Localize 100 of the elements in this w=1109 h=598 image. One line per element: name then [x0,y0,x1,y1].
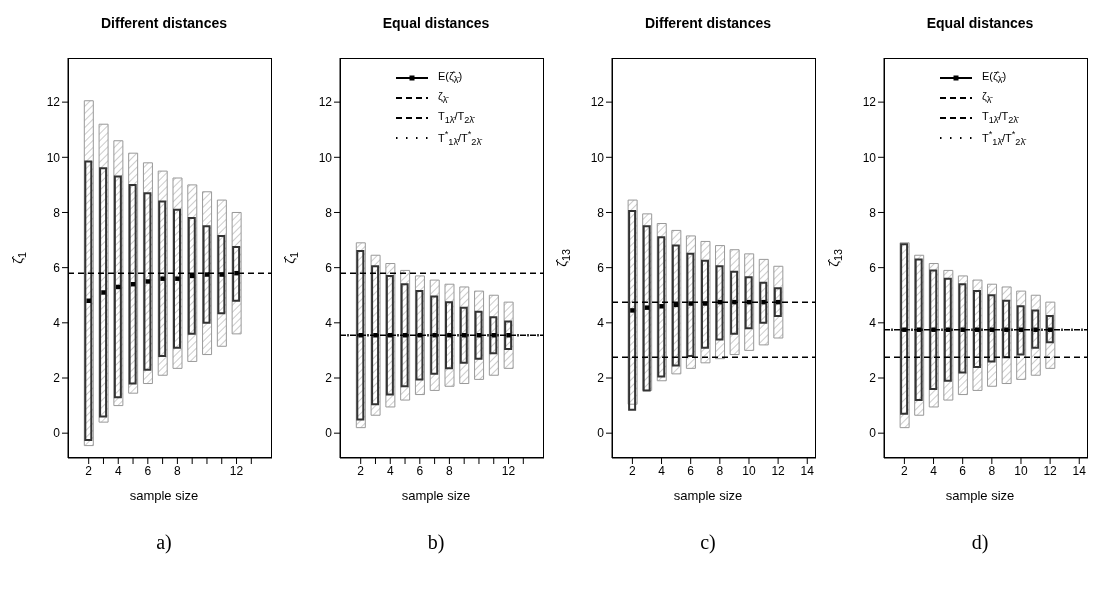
bar [143,192,152,371]
point [204,272,210,277]
y-tick-label: 4 [53,316,61,331]
bar [958,283,967,374]
x-axis-title: sample size [400,488,472,503]
bar [232,245,241,302]
bar [158,200,167,357]
y-tick-label: 12 [318,95,333,110]
text: a) [155,531,173,554]
bar [943,277,952,382]
x-tick-label: 2 [85,463,93,478]
bar [929,269,938,391]
bar [113,175,122,399]
x-tick-label: 4 [386,463,394,478]
bar [700,259,709,349]
bar [1045,314,1054,344]
legend-label: E(ζ̂$_{λ̄}$) [438,70,463,86]
bar [914,258,923,402]
legend-label: T$_{1λ̄}$/T$_{2λ̄}$ [438,110,474,126]
bar [1016,305,1025,356]
x-tick-label: 4 [930,463,938,478]
y-tick-label: 2 [597,371,605,386]
x-tick-label: 10 [1014,463,1028,478]
point [101,290,106,295]
bar [628,210,637,411]
bar [217,234,226,315]
y-tick-label: 12 [862,95,877,110]
x-axis-title: sample size [672,488,744,503]
bar [84,160,93,442]
y-tick-label: 0 [597,426,605,441]
point [145,279,151,284]
x-tick-label: 12 [1043,463,1058,478]
x-tick-label: 6 [144,463,152,478]
x-tick-label: 10 [742,463,756,478]
bar [415,290,424,381]
bar [445,301,453,370]
bar [99,167,108,418]
bar [202,225,211,324]
bar [972,290,981,368]
y-tick-label: 2 [869,371,877,386]
bar [1031,309,1040,349]
bar [715,265,724,341]
y-tick-label: 8 [597,205,605,220]
x-axis-title: sample size [944,488,1016,503]
point [234,270,239,276]
x-tick-label: 14 [800,463,815,478]
bar [459,306,468,364]
y-tick-label: 4 [869,316,877,331]
x-tick-label: 8 [988,463,996,478]
point [175,276,180,281]
y-tick-label: 6 [597,260,605,275]
x-tick-label: 6 [959,463,967,478]
bar [773,287,782,317]
y-tick-label: 2 [325,371,333,386]
y-tick-label: 10 [46,150,61,165]
x-tick-label: 12 [229,463,244,478]
bar [489,316,498,355]
x-tick-label: 6 [416,463,424,478]
y-tick-label: 10 [318,150,333,165]
x-tick-label: 2 [629,463,637,478]
y-tick-label: 8 [53,205,61,220]
bar [744,276,753,330]
x-tick-label: 12 [771,463,786,478]
y-tick-label: 10 [862,150,877,165]
legend-label: T$_{1λ̄}$/T$_{2λ̄}$ [982,110,1018,126]
legend-label: ζ$_{λ̄}$ [982,90,992,106]
x-tick-label: 6 [687,463,695,478]
bar [900,243,909,415]
y-tick-label: 0 [325,426,333,441]
x-tick-label: 8 [446,463,454,478]
chart-title: Different distances [643,14,772,33]
bar [474,310,483,360]
bar [400,283,409,388]
bar [657,236,666,378]
text: d) [970,531,990,554]
y-tick-label: 6 [325,260,333,275]
chart-title: Different distances [99,14,228,33]
x-tick-label: 12 [501,463,516,478]
y-tick-label: 6 [53,260,61,275]
y-tick-label: 10 [590,150,605,165]
x-tick-label: 4 [658,463,666,478]
y-tick-label: 0 [869,426,877,441]
bar [987,294,996,363]
bar [642,225,651,392]
bar [128,183,137,385]
point [86,298,91,303]
bar [730,270,739,335]
point [160,276,165,281]
legend-label: E(ζ̂$_{λ̄}$) [982,70,1007,86]
y-tick-label: 8 [869,205,877,220]
bar [504,320,513,351]
y-tick-label: 6 [869,260,877,275]
x-tick-label: 2 [901,463,909,478]
y-tick-label: 4 [597,316,605,331]
bar [1002,299,1011,359]
y-tick-label: 12 [46,95,61,110]
y-tick-label: 8 [325,205,333,220]
bar [187,217,196,335]
y-tick-label: 12 [590,95,605,110]
bar [686,252,695,357]
